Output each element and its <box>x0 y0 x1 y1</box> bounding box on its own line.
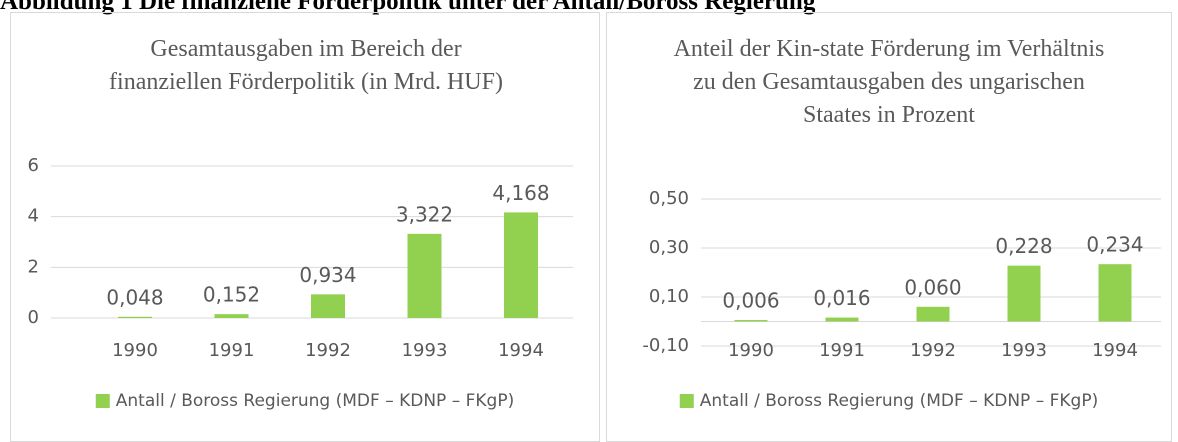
y-tick-label: 2 <box>28 256 39 277</box>
y-tick-label: -0,10 <box>642 335 689 356</box>
y-tick-label: 0,10 <box>649 286 689 307</box>
y-tick-label: 4 <box>28 206 39 227</box>
x-tick-label: 1994 <box>498 340 544 361</box>
bar <box>311 294 345 318</box>
data-label: 0,228 <box>995 234 1052 258</box>
x-tick-label: 1990 <box>112 340 158 361</box>
y-tick-label: 0,30 <box>649 237 689 258</box>
x-tick-label: 1991 <box>819 340 865 361</box>
bar <box>118 316 152 318</box>
bar <box>1007 265 1041 322</box>
x-tick-label: 1992 <box>910 340 956 361</box>
x-tick-label: 1994 <box>1092 340 1138 361</box>
x-tick-label: 1993 <box>1001 340 1047 361</box>
data-label: 4,168 <box>492 181 549 205</box>
data-label: 0,234 <box>1086 233 1143 257</box>
data-label: 0,934 <box>299 263 356 287</box>
legend-label: Antall / Boross Regierung (MDF – KDNP – … <box>700 391 1098 411</box>
y-tick-label: 0 <box>28 307 39 328</box>
bar <box>825 317 859 322</box>
x-tick-label: 1992 <box>305 340 351 361</box>
chart-title: Anteil der Kin-state Förderung im Verhäl… <box>673 36 1105 128</box>
chart-box: Anteil der Kin-state Förderung im Verhäl… <box>606 12 1172 442</box>
bar <box>407 233 442 318</box>
data-label: 0,060 <box>904 275 961 299</box>
x-tick-label: 1990 <box>728 340 774 361</box>
data-label: 0,016 <box>813 286 870 310</box>
legend-swatch <box>679 394 694 408</box>
bar <box>1098 264 1132 322</box>
bar <box>734 320 768 322</box>
chart-title: Gesamtausgaben im Bereich der finanziell… <box>109 36 503 95</box>
data-label: 3,322 <box>396 202 453 226</box>
chart-box: Gesamtausgaben im Bereich der finanziell… <box>10 12 600 442</box>
x-tick-label: 1991 <box>209 340 255 361</box>
heading: Abbildung 1 Die finanzielle Förderpoliti… <box>0 0 816 15</box>
y-tick-label: 6 <box>28 155 39 176</box>
bar <box>504 212 538 318</box>
y-tick-label: 0,50 <box>649 188 689 209</box>
bar <box>214 314 249 318</box>
data-label: 0,048 <box>106 285 163 309</box>
data-label: 0,152 <box>203 283 260 307</box>
bar <box>916 306 950 322</box>
x-tick-label: 1993 <box>402 340 448 361</box>
data-label: 0,006 <box>722 289 779 313</box>
chart: -0,10 0,10 0,30 0,50 1990 1991 1992 1993 1994 0,0… <box>642 188 1161 411</box>
legend-swatch <box>95 394 110 408</box>
legend-label: Antall / Boross Regierung (MDF – KDNP – … <box>116 391 514 411</box>
chart: 0 2 4 6 1990 1991 1992 1993 1994 0,048 0,152 0,934 3… <box>28 155 573 411</box>
